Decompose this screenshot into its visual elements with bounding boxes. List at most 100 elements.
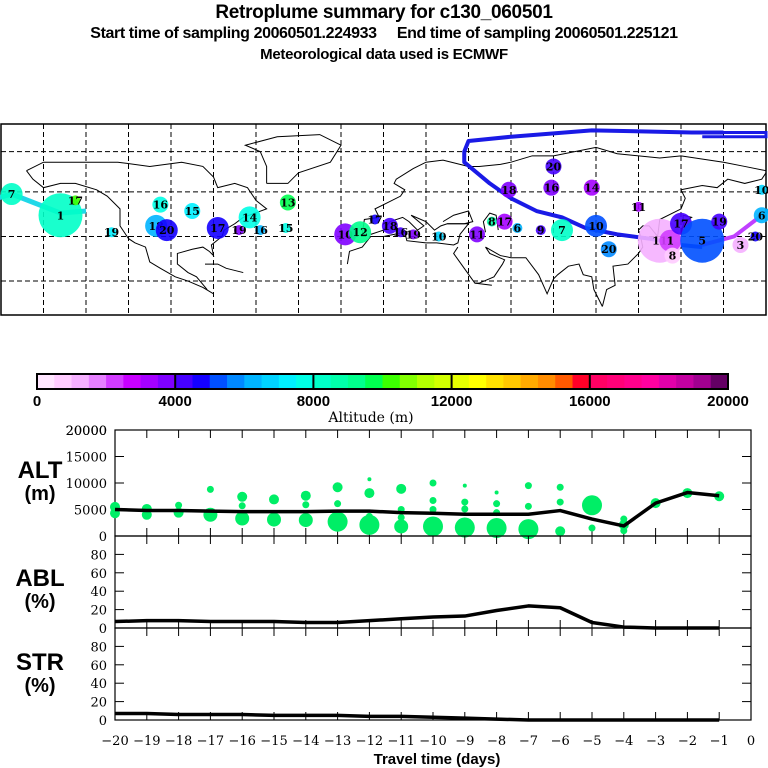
cluster-circle [206,216,229,239]
coastline-segment [243,134,342,184]
cluster-label: 17 [68,194,83,207]
cluster-circle [395,227,406,238]
altitude-colorbar: 0 4000 8000 12000 16000 20000 [33,373,749,410]
cluster-marker: 15 [184,203,201,220]
altitude-dot [334,500,342,508]
altitude-dot [269,494,279,505]
altitude-dot [518,519,539,540]
cluster-circle [0,183,23,206]
y-tick-label: 60 [90,567,107,582]
cluster-circle [152,196,169,213]
colorbar-swatch [244,374,263,389]
y-tick-label: 20 [90,696,107,711]
cluster-circle [585,214,607,237]
cluster-marker: 8 [664,247,681,264]
cluster-label: 16 [393,226,409,239]
altitude-dot [300,490,311,501]
cluster-circle [753,207,768,224]
cluster-label: 17 [210,222,225,235]
altitude-dot [524,482,532,490]
cluster-marker: 10 [431,230,447,243]
cluster-marker: 7 [551,219,573,242]
cluster-marker: 1 [38,193,83,238]
cluster-circle [633,201,644,212]
colorbar-label: Altitude (m) [327,410,413,426]
colorbar-swatch [486,374,504,389]
cluster-label: 9 [537,224,545,237]
x-tick-label: −11 [387,734,414,749]
x-tick-label: −8 [487,734,506,749]
cluster-circle [756,184,767,195]
cluster-label: 19 [712,216,727,229]
colorbar-swatch [330,374,349,389]
colorbar-swatch [658,374,677,389]
x-tick-label: −18 [165,734,192,749]
colorbar-swatch [175,374,193,389]
altitude-dot [359,514,380,535]
colorbar-tick-label: 16000 [569,393,611,410]
altitude-dot [454,517,475,538]
colorbar-swatch [37,374,55,389]
altitude-dot [423,516,443,537]
cluster-circle [551,219,573,242]
colorbar-swatch [54,374,73,389]
trajectory-line [702,130,768,139]
cluster-circle [255,225,266,236]
colorbar-frame [36,373,729,390]
cluster-circle [155,219,178,242]
sampling-times: Start time of sampling 20060501.224933 E… [90,25,678,42]
coastline-segment [346,236,372,265]
y-tick-label: 40 [90,677,107,692]
cluster-circle [381,217,398,234]
y-tick-label: 10000 [66,477,107,492]
altitude-dot [588,524,596,532]
cluster-label: 16 [544,182,560,195]
cluster-circle [496,213,513,230]
altitude-dot [429,506,437,513]
cluster-circle [280,222,291,233]
cluster-circle [184,203,201,220]
cluster-label: 17 [367,214,382,227]
cluster-circle [234,225,244,236]
cluster-circle [486,216,497,227]
cluster-label: 10 [588,220,604,233]
colorbar-swatch [451,374,470,389]
cluster-label: 16 [153,199,169,212]
cluster-label: 20 [601,243,617,256]
cluster-marker: 16 [253,224,269,237]
cluster-label: 19 [104,226,119,239]
colorbar-swatch [382,374,401,389]
cluster-label: 1 [57,209,65,222]
cluster-circle [664,247,681,264]
cluster-marker: 16 [543,179,560,196]
chart-title: Retroplume summary for c130_060501 [215,2,553,23]
cluster-marker: 5 [680,218,725,263]
cluster-marker: 10 [754,184,768,197]
cluster-circle [732,236,749,253]
colorbar-swatch [417,374,435,389]
altitude-dot [494,490,499,495]
cluster-circle [711,213,728,230]
cluster-circle [545,158,562,175]
x-tick-label: −16 [228,734,255,749]
cluster-marker: 17 [367,214,382,227]
cluster-circle [500,181,517,198]
y-tick-label: 40 [90,585,107,600]
altitude-dot [556,498,564,506]
x-tick-label: −4 [614,734,633,749]
colorbar-swatch [434,374,453,389]
altitude-dot [267,512,281,527]
x-tick-label: −13 [324,734,351,749]
altitude-dot [206,485,214,493]
y-tick-label: 0 [99,530,107,545]
x-tick-label: −20 [101,734,128,749]
colorbar-swatch [123,374,142,389]
altitude-dot [429,479,437,487]
cluster-label: 19 [406,228,421,241]
cluster-marker: 16 [152,196,169,213]
cluster-marker: 19 [104,226,119,239]
x-tick-label: −15 [260,734,287,749]
cluster-marker: 10 [585,214,607,237]
y-tick-label: 20000 [66,424,107,439]
